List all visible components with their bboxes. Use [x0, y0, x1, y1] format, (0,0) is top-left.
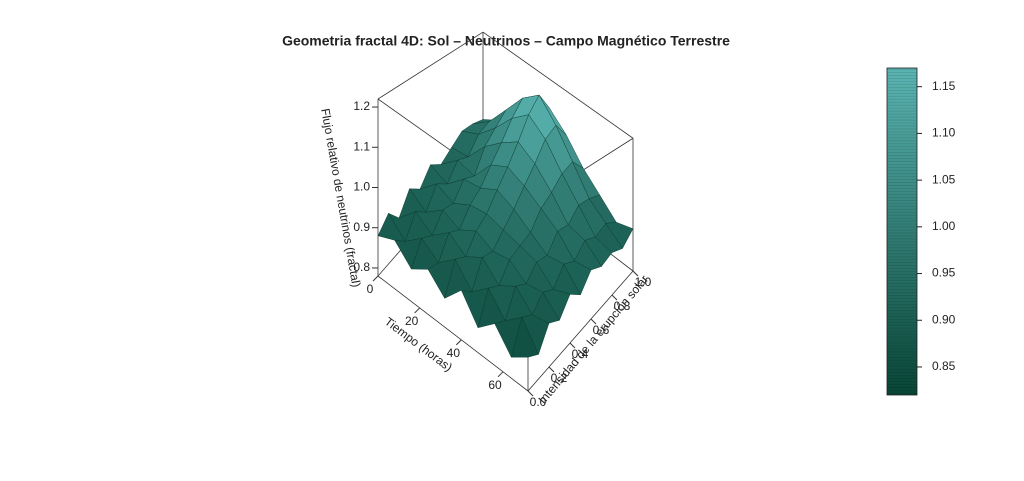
- y-tick: [632, 270, 639, 277]
- colorbar-tick-label: 1.15: [932, 79, 956, 93]
- colorbar-tick-label: 0.95: [932, 266, 956, 280]
- x-tick-label: 20: [405, 314, 419, 328]
- box-edge: [482, 31, 634, 139]
- colorbar-tick-label: 1.05: [932, 172, 956, 186]
- y-tick-label: 0.6: [593, 323, 610, 337]
- x-tick: [414, 307, 421, 314]
- x-tick-label: 40: [447, 346, 461, 360]
- y-tick-label: 0.4: [572, 347, 589, 361]
- x-tick-label: 60: [488, 378, 502, 392]
- y-tick: [590, 318, 597, 325]
- box-edge: [377, 31, 484, 100]
- y-tick-label: 0.8: [614, 299, 631, 313]
- y-tick-label: 1.0: [635, 275, 652, 289]
- x-tick: [372, 275, 379, 282]
- colorbar: [886, 67, 918, 396]
- y-tick: [569, 342, 576, 349]
- colorbar-tick-label: 1.00: [932, 219, 956, 233]
- z-tick-label: 0.9: [353, 220, 370, 234]
- surface-cell: [511, 316, 539, 358]
- y-tick-label: 0.0: [530, 395, 547, 409]
- y-tick: [527, 390, 534, 397]
- z-tick-label: 0.8: [353, 260, 370, 274]
- y-tick: [548, 366, 555, 373]
- colorbar-tick-label: 0.90: [932, 312, 956, 326]
- y-tick: [611, 294, 618, 301]
- z-tick-label: 1.2: [353, 99, 370, 113]
- x-tick: [497, 371, 504, 378]
- chart-title: Geometria fractal 4D: Sol – Neutrinos – …: [282, 33, 730, 49]
- box-edge: [527, 270, 634, 392]
- z-axis-title: Flujo relativo de neutrinos (fractal): [318, 107, 363, 288]
- x-tick-label: 0: [367, 282, 374, 296]
- z-tick-label: 1.0: [353, 180, 370, 194]
- x-tick: [455, 339, 462, 346]
- x-axis-title: Tiempo (horas): [382, 314, 455, 374]
- colorbar-tick-label: 0.85: [932, 359, 956, 373]
- y-tick-label: 0.2: [551, 371, 568, 385]
- colorbar-tick-label: 1.10: [932, 126, 956, 140]
- z-tick-label: 1.1: [353, 139, 370, 153]
